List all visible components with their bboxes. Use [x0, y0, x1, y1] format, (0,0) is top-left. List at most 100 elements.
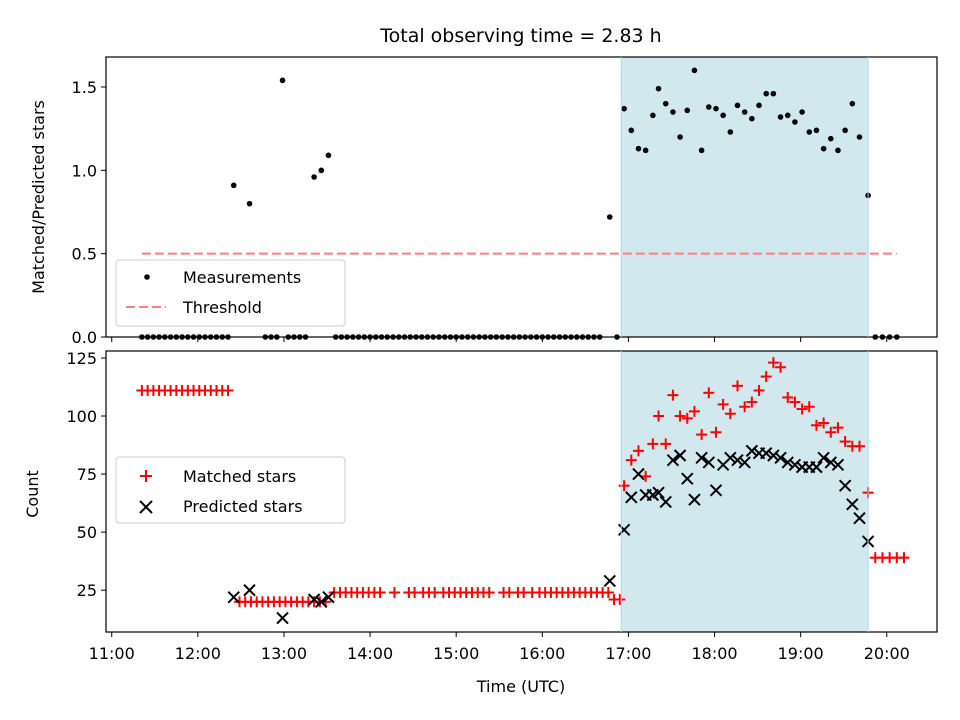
- measurement-point: [784, 112, 791, 119]
- predicted-star-point: [838, 479, 852, 492]
- y-tick-label: 125: [66, 349, 97, 368]
- y-tick-label: 0.5: [72, 245, 97, 264]
- measurement-point: [655, 85, 662, 92]
- top-y-axis: 0.0 0.5 1.0 1.5: [72, 78, 106, 347]
- y-tick-label: 75: [77, 465, 97, 484]
- matched-star-point: [775, 361, 787, 373]
- measurement-point: [606, 214, 613, 220]
- matched-star-point: [767, 357, 779, 369]
- predicted-star-point: [659, 495, 672, 509]
- x-tick-label: 20:00: [864, 644, 910, 663]
- matched-star-point: [825, 426, 837, 438]
- bottom-legend: Matched stars Predicted stars: [115, 456, 346, 524]
- predicted-star-point: [738, 456, 751, 469]
- predicted-star-point: [745, 444, 759, 458]
- bottom-legend-box: [115, 456, 346, 524]
- measurement-point: [246, 200, 253, 207]
- measurement-point: [642, 147, 649, 154]
- matched-star-point: [618, 480, 630, 492]
- predicted-star-point: [666, 453, 680, 467]
- matched-star-point: [724, 408, 736, 420]
- legend-matched-label: Matched stars: [183, 467, 296, 486]
- predicted-star-point: [688, 493, 701, 506]
- matched-star-point: [853, 440, 865, 452]
- measurement-point: [741, 109, 748, 115]
- legend-measurements-marker: [144, 274, 150, 280]
- predicted-star-point: [315, 595, 328, 609]
- matched-star-point: [717, 398, 729, 410]
- predicted-star-point: [831, 458, 845, 472]
- predicted-star-point: [681, 472, 694, 485]
- predicted-star-point: [824, 456, 837, 469]
- predicted-star-point: [774, 451, 787, 465]
- predicted-star-point: [767, 449, 780, 462]
- predicted-star-point: [817, 451, 830, 465]
- measurement-point: [662, 100, 669, 107]
- bottom-observing-span: [621, 351, 869, 632]
- x-tick-label: 19:00: [778, 644, 824, 663]
- matched-star-point: [746, 396, 758, 408]
- measurement-point: [684, 107, 691, 114]
- measurement-point: [311, 174, 317, 180]
- matched-star-point: [614, 593, 626, 605]
- predicted-star-point: [603, 574, 616, 588]
- matched-star-point: [760, 371, 772, 383]
- measurement-point: [621, 105, 627, 112]
- x-tick-label: 11:00: [89, 644, 135, 663]
- predicted-star-point: [731, 453, 744, 467]
- predicted-star-point: [307, 593, 321, 606]
- predicted-star-point: [724, 451, 737, 465]
- predicted-star-point: [625, 491, 638, 504]
- measurement-point: [650, 112, 656, 119]
- matched-star-point: [898, 552, 910, 564]
- measurement-point: [820, 145, 827, 152]
- bottom-plot-frame: [105, 350, 938, 633]
- y-tick-label: 1.5: [72, 78, 97, 97]
- matched-star-point: [753, 384, 765, 396]
- predicted-star-point: [632, 467, 645, 481]
- measurement-point: [827, 135, 834, 142]
- measurement-point: [849, 100, 856, 107]
- matched-star-point: [810, 419, 822, 431]
- predicted-star-point: [673, 449, 687, 462]
- matched-star-point: [818, 417, 830, 429]
- measurement-point: [813, 127, 820, 134]
- legend-matched-marker: [140, 470, 152, 482]
- legend-predicted-marker: [139, 500, 153, 514]
- measurement-point: [325, 152, 332, 159]
- measurement-point: [279, 77, 286, 84]
- matched-star-point: [483, 587, 495, 599]
- x-tick-label: 17:00: [605, 644, 651, 663]
- top-panel: 0.0 0.5 1.0 1.5 Matched/Predicted stars Mea…: [29, 56, 938, 347]
- matched-star-point: [710, 426, 722, 438]
- bottom-x-axis: 11:00 12:00 13:00 14:00 15:00 16:00 17:00 18:00…: [89, 632, 910, 663]
- x-tick-label: 18:00: [691, 644, 737, 663]
- predicted-star-point: [702, 456, 716, 469]
- matched-star-point: [739, 401, 751, 413]
- matched-star-point: [681, 412, 693, 424]
- top-y-axis-label: Matched/Predicted stars: [29, 100, 48, 294]
- matched-star-point: [832, 422, 844, 434]
- matched-star-point: [674, 410, 686, 422]
- measurement-point: [670, 109, 676, 115]
- predicted-star-point: [709, 484, 723, 497]
- predicted-star-point: [781, 456, 794, 469]
- measurement-point: [677, 134, 683, 140]
- bottom-y-axis: 25 50 75 100 125: [66, 349, 106, 600]
- x-axis-label: Time (UTC): [476, 677, 565, 696]
- predicted-star-point: [760, 446, 773, 460]
- measurement-point: [792, 119, 798, 125]
- measurement-point: [763, 90, 770, 97]
- measurement-point: [770, 90, 777, 97]
- predicted-star-point: [788, 458, 802, 472]
- matched-star-point: [839, 436, 851, 448]
- measurement-point: [691, 67, 698, 74]
- predicted-star-point: [695, 451, 708, 465]
- bottom-panel: 25 50 75 100 125 11:00 12:00 13:00 14:00 15:00 16…: [23, 349, 938, 696]
- measurement-point: [835, 147, 841, 154]
- predicted-star-point: [276, 611, 289, 625]
- matched-stars-series: [136, 357, 910, 608]
- matched-star-point: [660, 438, 672, 450]
- measurement-point: [842, 127, 848, 134]
